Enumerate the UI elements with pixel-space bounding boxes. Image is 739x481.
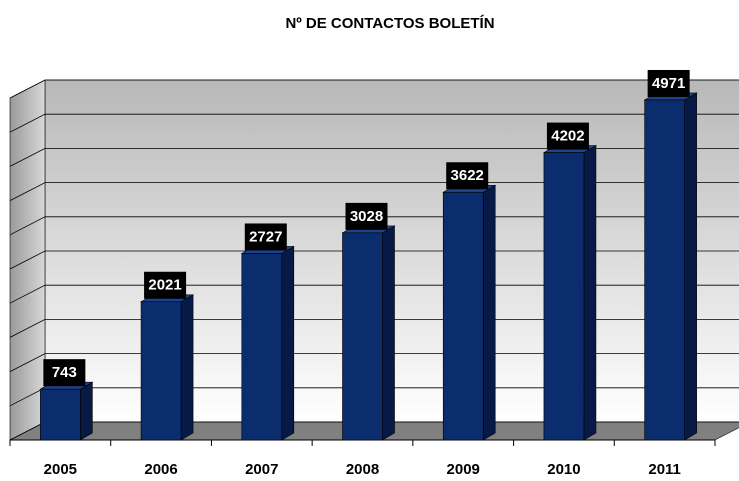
value-label-box	[244, 223, 287, 251]
bar-side	[482, 184, 496, 441]
value-label: 4202	[551, 128, 584, 145]
chart-title: Nº DE CONTACTOS BOLETÍN	[285, 15, 494, 32]
bar	[341, 225, 396, 441]
value-label-box	[43, 359, 86, 387]
x-tick-label: 2006	[144, 461, 177, 478]
value-label-box	[144, 271, 187, 299]
grid-line	[9, 216, 739, 236]
bar-side	[583, 145, 597, 441]
bar-front	[40, 388, 81, 441]
value-label-box	[446, 162, 489, 190]
grid-line	[9, 113, 739, 133]
value-label: 2727	[249, 228, 282, 245]
x-tick-label: 2005	[44, 461, 77, 478]
value-label: 4971	[652, 75, 685, 92]
bar-side	[684, 92, 697, 441]
bar	[442, 184, 497, 441]
grid-line	[9, 182, 739, 201]
grid-line	[9, 250, 739, 270]
bar-front	[442, 191, 484, 441]
x-tick-label: 2009	[447, 461, 480, 478]
value-label: 3028	[350, 208, 383, 225]
grid-line	[9, 353, 739, 372]
grid-line	[9, 79, 739, 99]
grid-line	[9, 147, 739, 167]
value-label: 2021	[148, 277, 181, 294]
x-tick-label: 2007	[245, 461, 278, 478]
grid-line	[9, 284, 739, 304]
grid-line	[9, 318, 739, 338]
bar-front	[342, 232, 383, 441]
value-label: 743	[52, 364, 77, 381]
bar	[542, 145, 598, 441]
bar-front	[644, 99, 685, 441]
bar-front	[140, 301, 182, 441]
bar-side	[281, 245, 295, 441]
bar	[39, 381, 94, 441]
bar-front	[543, 152, 585, 441]
value-label-box	[345, 202, 388, 230]
x-tick-label: 2008	[346, 461, 379, 478]
x-tick-label: 2011	[648, 461, 681, 478]
value-label-box	[647, 69, 690, 97]
bar	[643, 92, 698, 441]
value-label: 3622	[451, 167, 484, 184]
bar	[240, 245, 295, 441]
bar-side	[80, 381, 93, 441]
bar-side	[382, 225, 395, 441]
value-label-box	[546, 122, 589, 150]
bar	[139, 294, 195, 441]
bar-front	[241, 253, 283, 441]
x-tick-label: 2010	[547, 461, 580, 478]
bar-side	[180, 294, 194, 441]
